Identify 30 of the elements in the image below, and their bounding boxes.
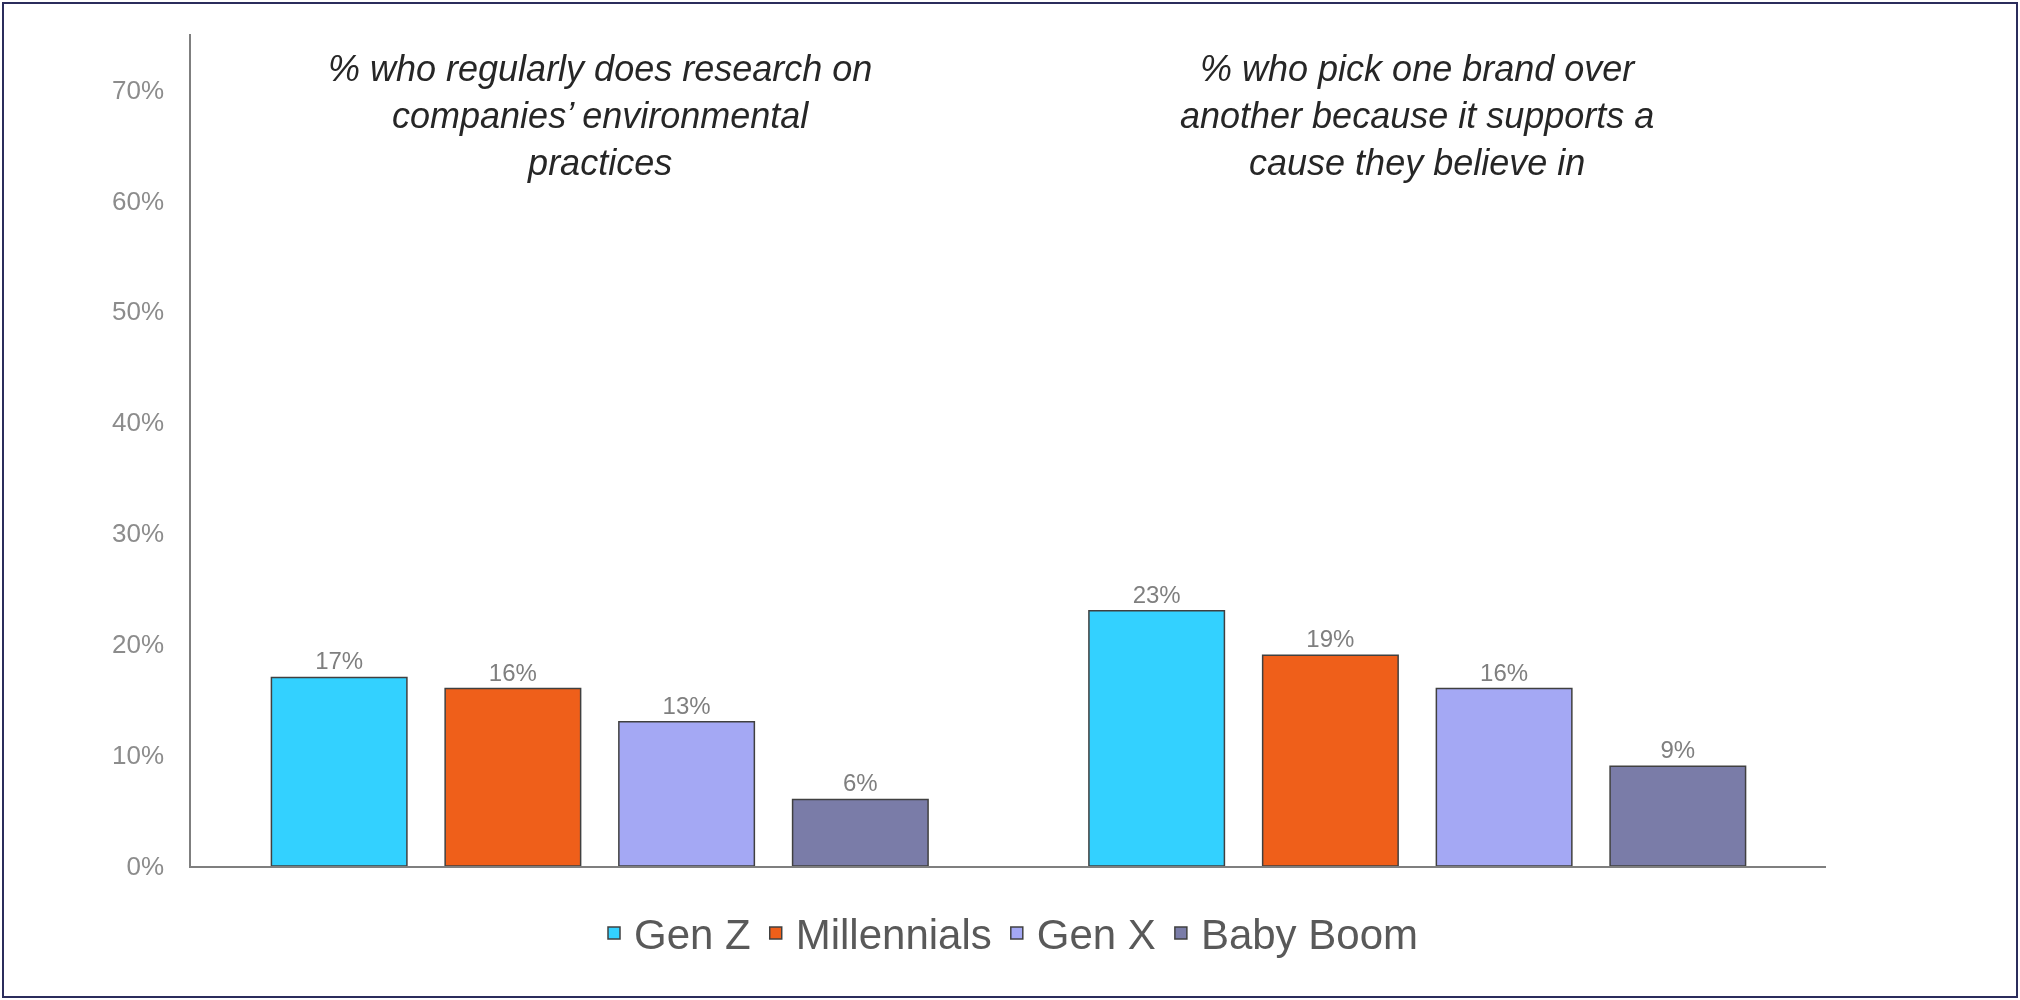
y-tick-label: 20%: [112, 629, 165, 660]
legend-label: Millennials: [795, 911, 992, 959]
x-tick-label: % who pick one brand over another because it supports a cause they believe in: [1180, 48, 1655, 183]
data-label: 9%: [1660, 736, 1696, 764]
bar: [1435, 687, 1573, 866]
y-tick-label: 60%: [112, 185, 165, 216]
y-tick-label: 0%: [126, 851, 165, 882]
bar: [791, 798, 929, 866]
data-label: 6%: [842, 769, 878, 797]
data-label: 16%: [1480, 658, 1529, 686]
y-tick-label: 70%: [112, 74, 165, 105]
bar: [270, 676, 408, 866]
data-label: 17%: [315, 647, 364, 675]
y-tick-label: 10%: [112, 740, 165, 771]
bar: [444, 687, 582, 866]
data-label: 16%: [488, 658, 537, 686]
legend-label: Gen X: [1036, 911, 1156, 959]
bar: [1609, 765, 1747, 866]
legend-label: Gen Z: [634, 911, 751, 959]
data-label: 19%: [1306, 625, 1355, 653]
bar: [1261, 654, 1399, 866]
x-tick-label: % who regularly does research on companies’ environmental practices: [328, 48, 873, 183]
legend-label: Baby Boom: [1200, 911, 1418, 959]
data-label: 13%: [662, 691, 711, 719]
bar: [618, 721, 756, 866]
data-label: 23%: [1132, 580, 1181, 608]
y-tick-label: 30%: [112, 518, 165, 549]
bar: [1088, 610, 1226, 866]
y-tick-label: 50%: [112, 296, 165, 327]
y-tick-label: 40%: [112, 407, 165, 438]
